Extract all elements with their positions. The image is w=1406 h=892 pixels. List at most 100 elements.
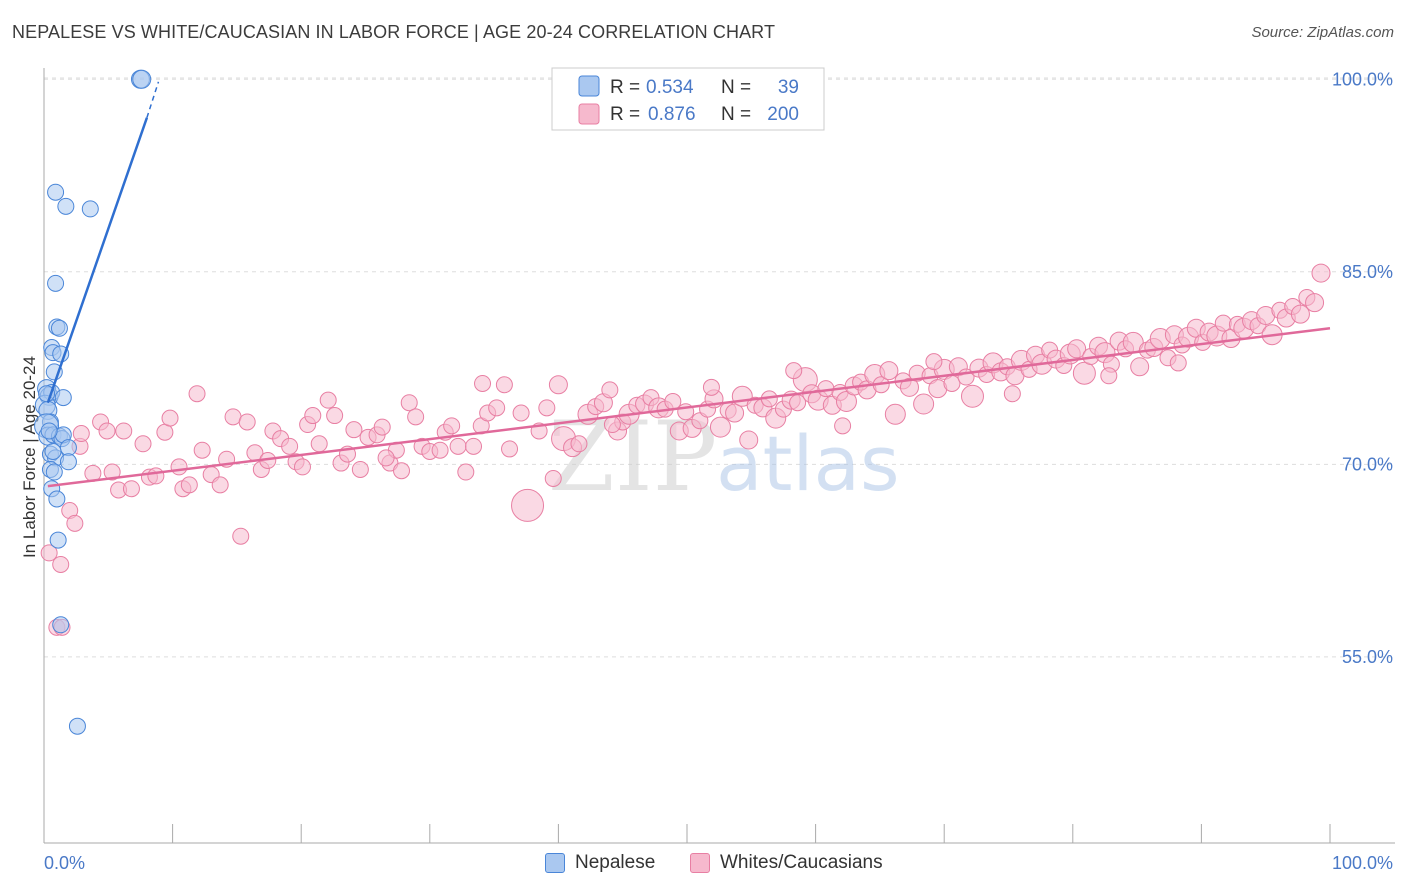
legend-label-whites: Whites/Caucasians	[720, 852, 883, 873]
legend-swatch-whites	[578, 103, 600, 125]
whites-point-148	[1067, 339, 1087, 359]
whites-point-180	[1290, 304, 1310, 324]
whites-point-149	[1072, 361, 1096, 385]
whites-point-193	[1169, 354, 1187, 372]
x-tick-label-1: 100.0%	[1332, 853, 1393, 873]
whites-point-58	[431, 441, 449, 459]
legend-item-nepalese[interactable]: Nepalese	[545, 852, 655, 874]
nepalese-point-37	[40, 422, 58, 440]
whites-point-30	[238, 413, 256, 431]
whites-point-157	[1130, 357, 1150, 377]
whites-point-54	[400, 394, 418, 412]
whites-point-60	[443, 417, 461, 435]
whites-point-41	[310, 435, 328, 453]
whites-point-126	[913, 393, 935, 415]
whites-point-74	[548, 375, 568, 395]
whites-point-122	[884, 403, 906, 425]
whites-point-77	[570, 435, 588, 453]
nepalese-point-34	[52, 616, 70, 634]
whites-point-63	[465, 437, 483, 455]
nepalese-point-4	[81, 200, 99, 218]
whites-point-42	[319, 391, 337, 409]
whites-point-169	[1214, 314, 1232, 332]
x-tick-label-0: 0.0%	[44, 853, 85, 873]
nepalese-point-5	[47, 274, 65, 292]
legend-r-value-1: 0.534	[646, 77, 694, 98]
legend-r-label-1: R =	[610, 77, 640, 98]
whites-point-38	[293, 458, 311, 476]
y-tick-label-3: 100.0%	[1332, 69, 1393, 89]
whites-point-18	[156, 423, 174, 441]
series-nepalese-points	[34, 69, 152, 735]
whites-point-182	[1305, 293, 1325, 313]
legend-swatch-nepalese-bottom	[545, 853, 565, 873]
whites-point-69	[512, 404, 530, 422]
whites-point-53	[393, 462, 411, 480]
legend-n-label-1: N =	[721, 77, 751, 98]
whites-point-124	[899, 377, 919, 397]
nepalese-point-30	[45, 463, 63, 481]
grid-lines	[44, 77, 1395, 658]
whites-point-22	[180, 476, 198, 494]
series-legend: Nepalese Whites/Caucasians	[0, 850, 1406, 880]
y-tick-label-2: 85.0%	[1342, 262, 1393, 282]
whites-point-183	[1311, 263, 1331, 283]
whites-point-26	[211, 476, 229, 494]
nepalese-point-28	[59, 453, 77, 471]
whites-point-184	[377, 449, 395, 467]
nepalese-point-7	[50, 319, 68, 337]
whites-point-101	[739, 430, 759, 450]
whites-point-1	[52, 555, 70, 573]
whites-point-189	[834, 417, 852, 435]
whites-point-191	[1003, 385, 1021, 403]
whites-point-121	[879, 361, 899, 381]
whites-point-130	[943, 374, 961, 392]
whites-point-190	[925, 353, 943, 371]
y-tick-label-1: 70.0%	[1342, 454, 1393, 474]
chart-title: NEPALESE VS WHITE/CAUCASIAN IN LABOR FOR…	[12, 22, 776, 42]
trend-line-nepalese	[46, 117, 149, 404]
whites-point-40	[304, 407, 322, 425]
whites-point-46	[345, 421, 363, 439]
legend-r-value-2: 0.876	[648, 104, 696, 125]
whites-point-62	[457, 463, 475, 481]
whites-point-28	[224, 408, 242, 426]
whites-point-7	[72, 425, 90, 443]
whites-point-73	[544, 469, 562, 487]
nepalese-point-25	[59, 439, 77, 457]
whites-point-24	[193, 441, 211, 459]
whites-point-5	[66, 514, 84, 532]
whites-point-19	[161, 409, 179, 427]
nepalese-point-15	[54, 389, 72, 407]
whites-point-133	[960, 384, 984, 408]
source-label: Source: ZipAtlas.com	[1251, 24, 1394, 41]
whites-point-23	[188, 385, 206, 403]
nepalese-point-1	[132, 69, 152, 89]
whites-point-10	[98, 422, 116, 440]
whites-point-11	[103, 463, 121, 481]
legend-item-whites[interactable]: Whites/Caucasians	[690, 852, 883, 874]
legend-n-value-1: 39	[778, 77, 799, 98]
axes	[43, 68, 1395, 844]
legend-n-value-2: 200	[767, 104, 799, 125]
whites-point-185	[474, 374, 492, 392]
y-tick-label-0: 55.0%	[1342, 647, 1393, 667]
whites-point-14	[122, 480, 140, 498]
trend-line-nepalese-dashed	[146, 81, 160, 118]
legend-label-nepalese: Nepalese	[575, 852, 656, 873]
whites-point-99	[725, 403, 745, 423]
nepalese-point-38	[44, 443, 62, 460]
whites-point-43	[326, 407, 344, 425]
whites-point-13	[115, 422, 133, 440]
whites-point-66	[488, 399, 506, 417]
legend-swatch-nepalese	[578, 75, 600, 97]
trend-lines	[46, 81, 1331, 488]
legend-n-label-2: N =	[721, 104, 751, 125]
tick-labels: 55.0% 70.0% 85.0% 100.0% 0.0% 100.0%	[44, 69, 1393, 873]
whites-point-47	[351, 460, 369, 478]
whites-point-15	[134, 435, 152, 453]
whites-point-55	[407, 408, 425, 426]
whites-point-186	[603, 416, 621, 434]
whites-point-97	[709, 416, 731, 438]
